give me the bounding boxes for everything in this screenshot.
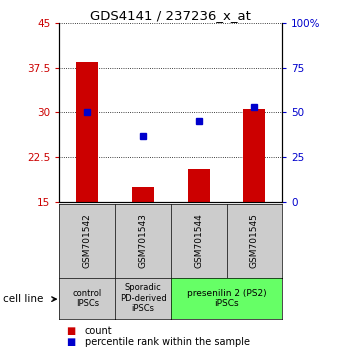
Text: GSM701545: GSM701545 bbox=[250, 213, 259, 268]
Bar bbox=[243, 109, 266, 202]
Text: ■: ■ bbox=[66, 326, 75, 336]
Text: ■: ■ bbox=[66, 337, 75, 347]
Bar bbox=[76, 62, 99, 202]
Text: percentile rank within the sample: percentile rank within the sample bbox=[85, 337, 250, 347]
Title: GDS4141 / 237236_x_at: GDS4141 / 237236_x_at bbox=[90, 9, 251, 22]
Text: count: count bbox=[85, 326, 113, 336]
Text: control
IPSCs: control IPSCs bbox=[73, 289, 102, 308]
Bar bbox=[188, 169, 210, 202]
Text: GSM701542: GSM701542 bbox=[83, 213, 92, 268]
Text: Sporadic
PD-derived
iPSCs: Sporadic PD-derived iPSCs bbox=[120, 283, 166, 313]
Text: GSM701544: GSM701544 bbox=[194, 213, 203, 268]
Text: cell line: cell line bbox=[3, 294, 44, 304]
Text: GSM701543: GSM701543 bbox=[138, 213, 148, 268]
Text: presenilin 2 (PS2)
iPSCs: presenilin 2 (PS2) iPSCs bbox=[187, 289, 266, 308]
Bar bbox=[132, 187, 154, 202]
